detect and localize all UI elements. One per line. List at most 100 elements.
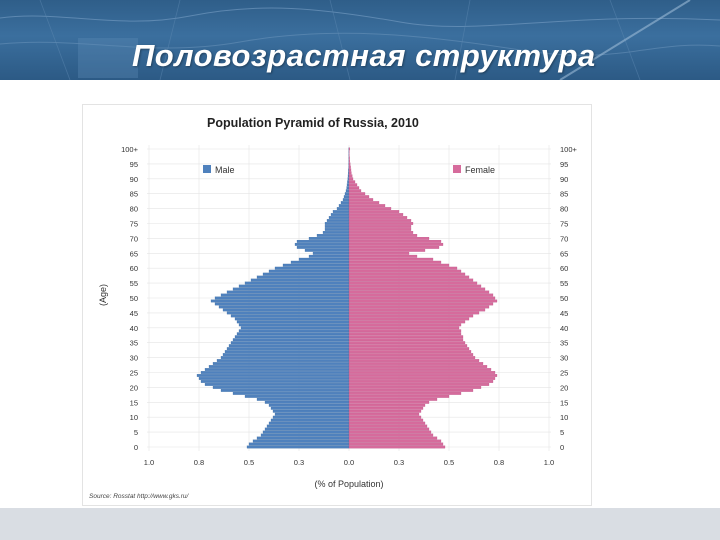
male-bar — [343, 195, 350, 199]
age-tick-label: 75 — [560, 220, 568, 229]
male-bar — [272, 409, 350, 413]
female-bar — [348, 147, 350, 151]
female-bar — [348, 394, 450, 398]
age-tick-label: 30 — [130, 354, 138, 363]
male-bar — [264, 427, 350, 431]
age-ticks-left: 0 5 10 15 20 25 30 35 40 45 50 55 60 65 70 75 80 85 90 95 10… — [121, 145, 139, 452]
age-tick-label: 15 — [130, 398, 138, 407]
female-bar — [348, 359, 480, 362]
legend-male-label: Male — [215, 165, 235, 175]
male-bar — [214, 296, 350, 300]
age-tick-label: 60 — [560, 264, 568, 273]
male-bar — [204, 368, 350, 371]
age-tick-label: 100+ — [560, 145, 578, 154]
female-bar — [348, 391, 462, 395]
female-bar — [348, 269, 462, 273]
female-bar — [348, 254, 418, 258]
male-bar — [268, 403, 350, 407]
male-bar — [232, 338, 350, 342]
age-tick-label: 95 — [560, 160, 568, 169]
male-bar — [312, 251, 350, 255]
age-tick-label: 30 — [560, 354, 568, 363]
male-bar — [244, 394, 350, 398]
x-tick-label: 0.0 — [344, 458, 354, 467]
age-tick-label: 20 — [130, 383, 138, 392]
male-bar — [330, 213, 350, 216]
female-bar — [348, 225, 412, 228]
female-bar — [348, 171, 352, 175]
female-bar — [348, 329, 462, 333]
age-tick-label: 90 — [560, 175, 568, 184]
female-bar — [348, 174, 353, 178]
male-bar — [256, 397, 350, 401]
male-bar — [230, 341, 350, 345]
legend-male-swatch — [203, 165, 211, 173]
male-bar — [238, 284, 350, 288]
female-bar — [348, 377, 496, 380]
female-bar — [348, 302, 494, 306]
male-bar — [218, 305, 350, 309]
female-bar — [348, 231, 414, 234]
age-tick-label: 70 — [130, 234, 138, 243]
male-bar — [244, 281, 350, 285]
male-bar — [204, 383, 350, 386]
age-tick-label: 50 — [560, 294, 568, 303]
age-tick-label: 100+ — [121, 145, 139, 154]
male-bar — [296, 245, 350, 249]
age-tick-label: 20 — [560, 383, 568, 392]
age-tick-label: 0 — [134, 443, 138, 452]
female-bar — [348, 183, 358, 187]
male-bar — [347, 174, 350, 178]
female-bar — [348, 430, 432, 434]
male-bar — [222, 308, 350, 312]
male-bar — [208, 365, 350, 368]
female-bar — [348, 201, 380, 205]
female-bar — [348, 311, 480, 315]
female-bar — [348, 442, 444, 446]
female-bar — [348, 242, 444, 246]
female-bar — [348, 195, 370, 199]
female-bar — [348, 323, 462, 327]
female-bar — [348, 156, 350, 160]
male-bar — [264, 400, 350, 404]
female-bar — [348, 347, 470, 351]
legend-male: Male — [203, 165, 235, 175]
male-bar — [347, 177, 350, 181]
male-bar — [346, 183, 350, 187]
female-bar — [348, 216, 408, 219]
female-bar — [348, 365, 488, 368]
age-tick-label: 75 — [130, 220, 138, 229]
age-tick-label: 80 — [560, 205, 568, 214]
x-tick-label: 0.5 — [444, 458, 454, 467]
male-bar — [246, 445, 350, 449]
female-bar — [348, 222, 414, 225]
male-bar — [256, 436, 350, 440]
x-tick-label: 0.8 — [494, 458, 504, 467]
female-bar — [348, 296, 496, 300]
female-bar — [348, 433, 434, 437]
age-tick-label: 55 — [560, 279, 568, 288]
map-background — [0, 0, 720, 80]
female-bar — [348, 165, 351, 169]
male-bar — [228, 344, 350, 348]
female-bar — [348, 427, 430, 431]
female-bar — [348, 219, 412, 222]
male-bar — [322, 231, 350, 234]
age-tick-label: 10 — [130, 413, 138, 422]
female-bar — [348, 356, 476, 359]
male-bar — [232, 287, 350, 291]
male-bar — [234, 317, 350, 321]
male-bar — [216, 359, 350, 362]
chart-title: Population Pyramid of Russia, 2010 — [207, 116, 419, 130]
female-bar — [348, 415, 422, 419]
female-bar — [348, 388, 474, 392]
slide-title: Половозрастная структура — [132, 38, 596, 73]
male-bar — [234, 335, 350, 339]
male-bar — [308, 254, 350, 258]
female-bar — [348, 344, 468, 348]
source-note: Source: Rosstat http://www.gks.ru/ — [89, 493, 190, 500]
male-bar — [324, 228, 350, 231]
male-bar — [236, 332, 350, 336]
female-bar — [348, 412, 420, 416]
male-bar — [240, 326, 350, 330]
